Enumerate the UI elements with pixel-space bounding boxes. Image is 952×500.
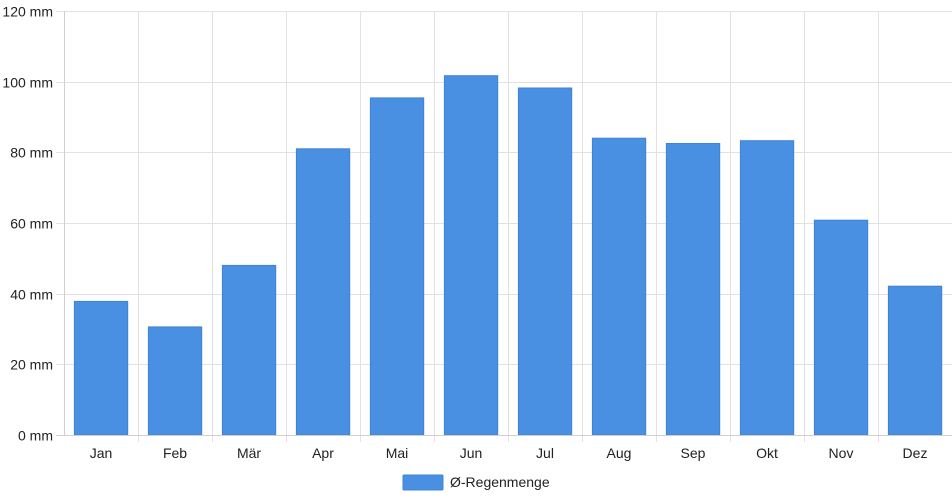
x-tick-label: Dez	[903, 445, 928, 461]
bar-dez[interactable]	[887, 285, 943, 436]
x-tick-label: Jun	[460, 445, 483, 461]
x-tick-label: Jan	[90, 445, 113, 461]
y-tick-label: 80 mm	[10, 145, 53, 161]
x-tick-label: Apr	[312, 445, 334, 461]
bars	[73, 75, 943, 436]
bar-sep[interactable]	[665, 143, 721, 436]
bar-okt[interactable]	[739, 140, 795, 436]
x-tick-label: Mär	[237, 445, 261, 461]
bar-feb[interactable]	[147, 326, 203, 436]
y-tick-label: 40 mm	[10, 287, 53, 303]
x-tick-label: Okt	[756, 445, 778, 461]
x-tick-label: Mai	[386, 445, 409, 461]
grid	[56, 11, 952, 442]
tick-labels: 0 mm 20 mm 40 mm 60 mm 80 mm 100 mm 120 mm Jan F…	[2, 4, 927, 462]
x-tick-label: Jul	[536, 445, 554, 461]
x-tick-label: Sep	[681, 445, 706, 461]
y-tick-label: 0 mm	[18, 428, 53, 444]
bar-jan[interactable]	[73, 300, 129, 436]
x-tick-label: Nov	[829, 445, 854, 461]
legend-swatch[interactable]	[402, 474, 444, 491]
y-tick-label: 120 mm	[2, 4, 53, 20]
axes	[56, 11, 952, 436]
y-tick-label: 60 mm	[10, 216, 53, 232]
x-tick-label: Aug	[607, 445, 632, 461]
bar-jul[interactable]	[517, 87, 573, 436]
y-tick-label: 100 mm	[2, 75, 53, 91]
y-tick-label: 20 mm	[10, 357, 53, 373]
bar-mai[interactable]	[369, 97, 425, 436]
legend[interactable]: Ø-Regenmenge	[402, 474, 550, 491]
bar-aug[interactable]	[591, 137, 647, 436]
legend-label[interactable]: Ø-Regenmenge	[450, 474, 550, 490]
bar-apr[interactable]	[295, 148, 351, 436]
bar-mär[interactable]	[221, 264, 277, 436]
bar-jun[interactable]	[443, 75, 499, 436]
x-tick-label: Feb	[163, 445, 187, 461]
bar-nov[interactable]	[813, 219, 869, 436]
